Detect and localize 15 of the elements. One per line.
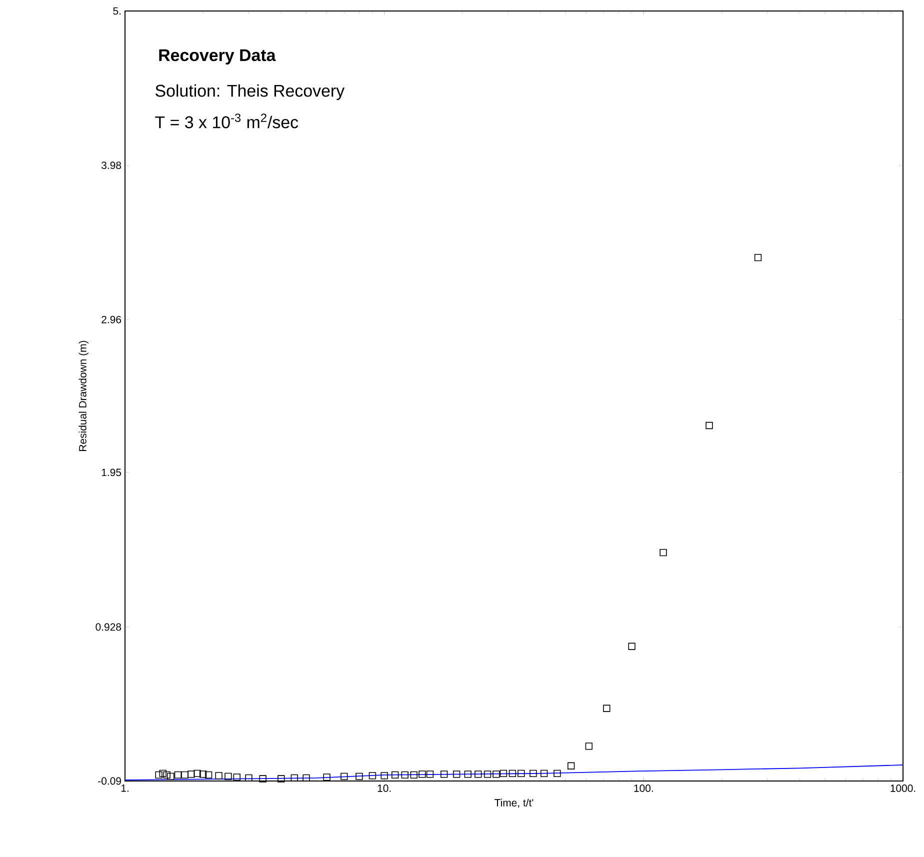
y-tick-label: 3.98	[102, 162, 122, 169]
x-tick-label: 100.	[634, 784, 653, 792]
x-tick-label: 10.	[378, 784, 391, 792]
x-axis-title: Time, t/t'	[494, 798, 534, 808]
y-axis-title: Residual Drawdown (m)	[78, 340, 88, 451]
y-tick-label: 2.96	[102, 316, 122, 324]
y-tick-label: 1.95	[102, 468, 122, 476]
y-tick-label: 0.928	[96, 623, 122, 631]
y-tick-label: 5.	[113, 7, 121, 15]
y-tick-label: -0.09	[98, 777, 121, 785]
annotation: Solution: Theis Recovery	[156, 84, 345, 100]
annotation: T = 3 x 10$^{-3}$ m$^{2}$/sec	[155, 114, 298, 128]
x-tick-label: 1000.	[890, 784, 916, 792]
text: Recovery Data	[159, 49, 276, 65]
x-tick-label: 1.	[121, 784, 128, 792]
